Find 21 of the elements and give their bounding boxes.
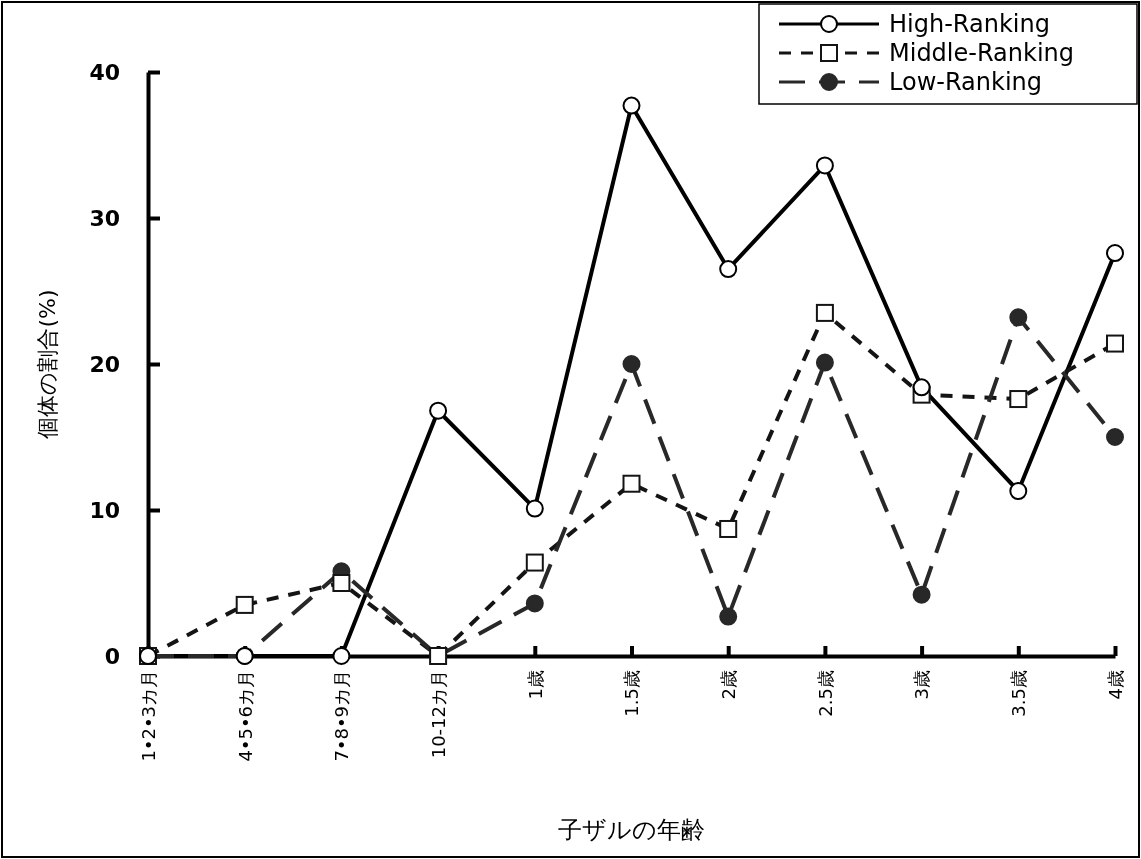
y-tick-label: 10 [89, 497, 120, 523]
y-tick-label: 20 [89, 351, 120, 377]
x-tick-label: 2.5歳 [814, 670, 836, 717]
y-tick-label: 30 [89, 205, 120, 231]
x-tick-label: 1.5歳 [621, 670, 643, 717]
x-tick-label: 4歳 [1104, 670, 1126, 700]
y-axis-title: 個体の割合(%) [35, 289, 60, 439]
x-axis-title: 子ザルの年齢 [558, 816, 705, 844]
x-tick-label: 2歳 [718, 670, 739, 700]
x-tick-label: 3.5歳 [1008, 670, 1030, 717]
x-tick-label: 10-12カ月 [427, 670, 449, 759]
x-tick-label: 4•5•6カ月 [234, 670, 256, 762]
legend-label: High-Ranking [889, 10, 1050, 39]
legend-label: Low-Ranking [889, 68, 1042, 97]
legend-label: Middle-Ranking [889, 39, 1075, 68]
x-tick-label: 7•8•9カ月 [331, 670, 353, 762]
y-tick-label: 40 [89, 59, 120, 85]
x-tick-label: 1歳 [524, 670, 546, 700]
y-tick-label: 0 [104, 643, 120, 669]
x-tick-label: 3歳 [911, 670, 933, 700]
x-tick-label: 1•2•3カ月 [137, 670, 159, 762]
